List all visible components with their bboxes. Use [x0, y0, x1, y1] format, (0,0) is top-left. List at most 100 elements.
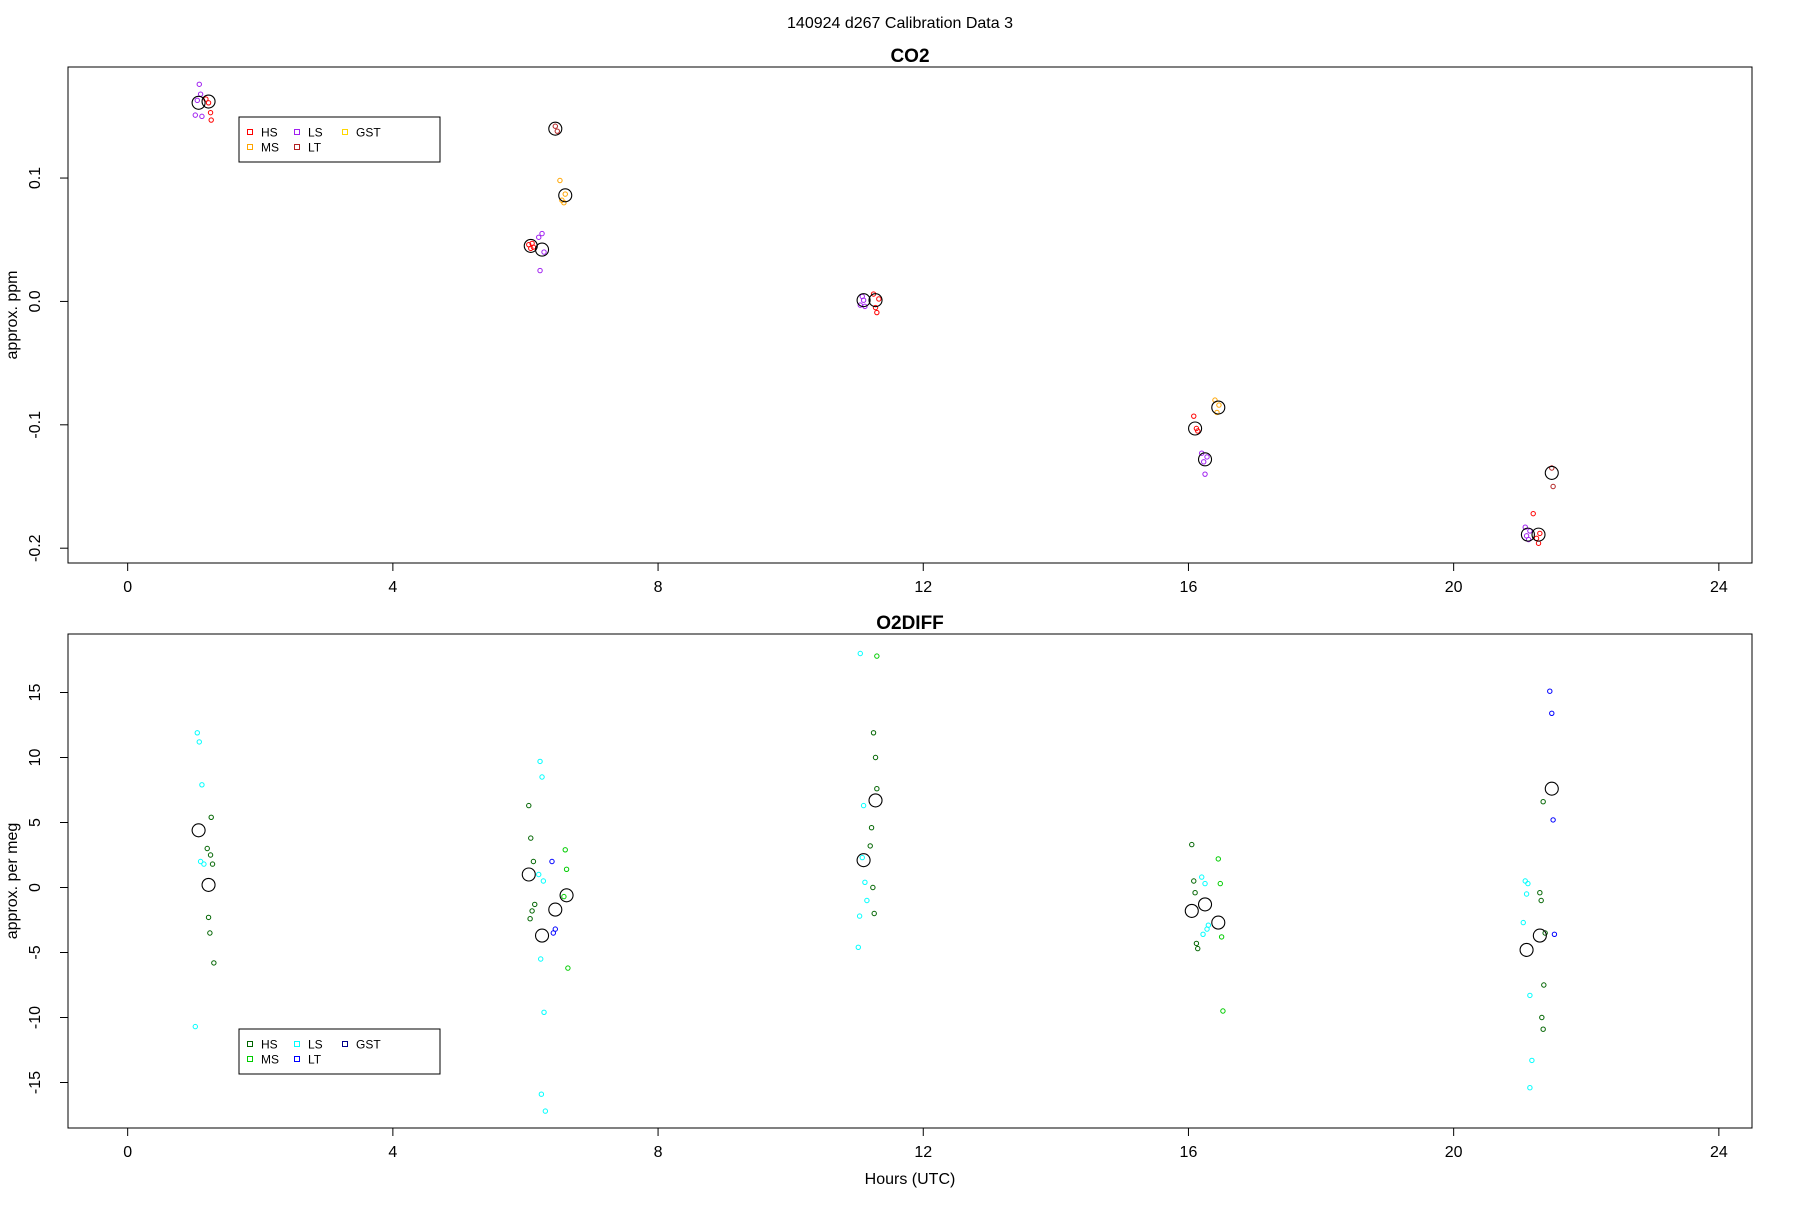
data-point [1199, 874, 1205, 880]
legend-symbol [294, 1041, 300, 1047]
data-point [1527, 1085, 1533, 1091]
data-point [1522, 524, 1528, 530]
data-point [552, 123, 558, 129]
data-point [192, 1023, 198, 1030]
mean-marker [191, 95, 206, 110]
data-point [196, 739, 202, 745]
data-point [1216, 402, 1222, 408]
data-point [550, 930, 557, 936]
x-tick-label: 24 [1710, 1144, 1728, 1161]
data-point [1527, 992, 1533, 999]
legend-symbol [247, 129, 253, 135]
data-point [538, 1091, 545, 1097]
series-hs [203, 96, 1543, 546]
data-point [862, 879, 868, 885]
mean-marker [1531, 527, 1546, 542]
x-tick-label: 20 [1445, 579, 1463, 596]
panel-title: CO2 [890, 46, 929, 67]
data-point [1550, 817, 1556, 823]
legend-label: LT [308, 141, 322, 155]
legend-item: LS [294, 126, 323, 140]
data-point [1200, 931, 1206, 937]
legend-item: GST [342, 126, 381, 140]
y-tick-label: 0 [27, 883, 44, 892]
mean-marker [1211, 400, 1226, 415]
data-point [557, 177, 563, 184]
mean-marker [856, 853, 871, 868]
data-point [1538, 897, 1544, 904]
data-point [196, 81, 202, 87]
mean-marker [534, 928, 550, 943]
legend-symbol [294, 1056, 300, 1062]
data-point [856, 913, 863, 919]
x-tick-label: 20 [1445, 1144, 1463, 1161]
y-axis-label: approx. ppm [4, 271, 21, 360]
data-point [1195, 945, 1201, 952]
data-point [565, 965, 571, 971]
data-point [207, 930, 213, 936]
data-point [208, 814, 214, 820]
data-point [530, 858, 537, 865]
data-point [1530, 510, 1536, 517]
mean-marker [1188, 421, 1203, 436]
mean-marker [1532, 928, 1547, 943]
data-point [859, 854, 865, 861]
panel-co2: CO2 0 4 8 12 16 20 24 -0.2 -0.1 0.0 0.1 approx. ppm H… [4, 46, 1753, 596]
legend-label: GST [356, 126, 381, 140]
data-point [1540, 799, 1546, 805]
legend-item: HS [247, 126, 278, 140]
figure-title: 140924 d267 Calibration Data 3 [787, 15, 1013, 32]
mean-marker [1544, 781, 1559, 796]
data-point [540, 878, 547, 884]
mean-marker [559, 888, 574, 903]
y-tick-label: 15 [27, 684, 44, 702]
data-point [872, 754, 879, 761]
x-tick-label: 16 [1180, 1144, 1198, 1161]
data-point [563, 866, 570, 872]
x-tick-label: 8 [654, 1144, 663, 1161]
legend-symbol [247, 1041, 253, 1047]
data-point [871, 910, 877, 917]
data-point [192, 112, 198, 118]
data-point [197, 91, 204, 97]
x-tick-label: 12 [914, 1144, 932, 1161]
series-ms [557, 177, 1222, 416]
mean-marker [548, 902, 563, 917]
data-point [539, 774, 545, 780]
data-point [855, 944, 861, 950]
legend-box [238, 1028, 441, 1075]
data-point [874, 309, 880, 316]
legend-label: LS [308, 1038, 323, 1052]
legend-label: MS [261, 1053, 279, 1067]
data-point [1218, 934, 1225, 940]
data-point [857, 650, 863, 657]
y-tick-label: 0.1 [27, 167, 44, 189]
data-point [860, 297, 867, 303]
data-point [537, 758, 543, 765]
legend-label: HS [261, 126, 278, 140]
y-tick-label: -15 [27, 1071, 44, 1094]
data-point [211, 960, 217, 966]
data-point [207, 109, 214, 116]
data-point [1541, 982, 1547, 988]
data-point [541, 1009, 547, 1015]
legend-item: LS [294, 1038, 323, 1052]
data-point [1217, 880, 1223, 887]
mean-marker [868, 793, 883, 808]
legend-label: GST [356, 1038, 381, 1052]
data-point [1535, 540, 1542, 546]
data-point [1529, 1057, 1535, 1064]
data-point [528, 835, 534, 841]
data-point [1525, 880, 1531, 887]
data-point [562, 191, 568, 197]
data-point [532, 901, 538, 908]
y-tick-label: 10 [27, 749, 44, 767]
data-point [1202, 880, 1208, 887]
legend-item: LT [294, 1053, 322, 1067]
data-point [1204, 454, 1210, 460]
data-point [1549, 710, 1555, 716]
series-ls [192, 650, 1535, 1114]
legend-item: LT [294, 141, 322, 155]
